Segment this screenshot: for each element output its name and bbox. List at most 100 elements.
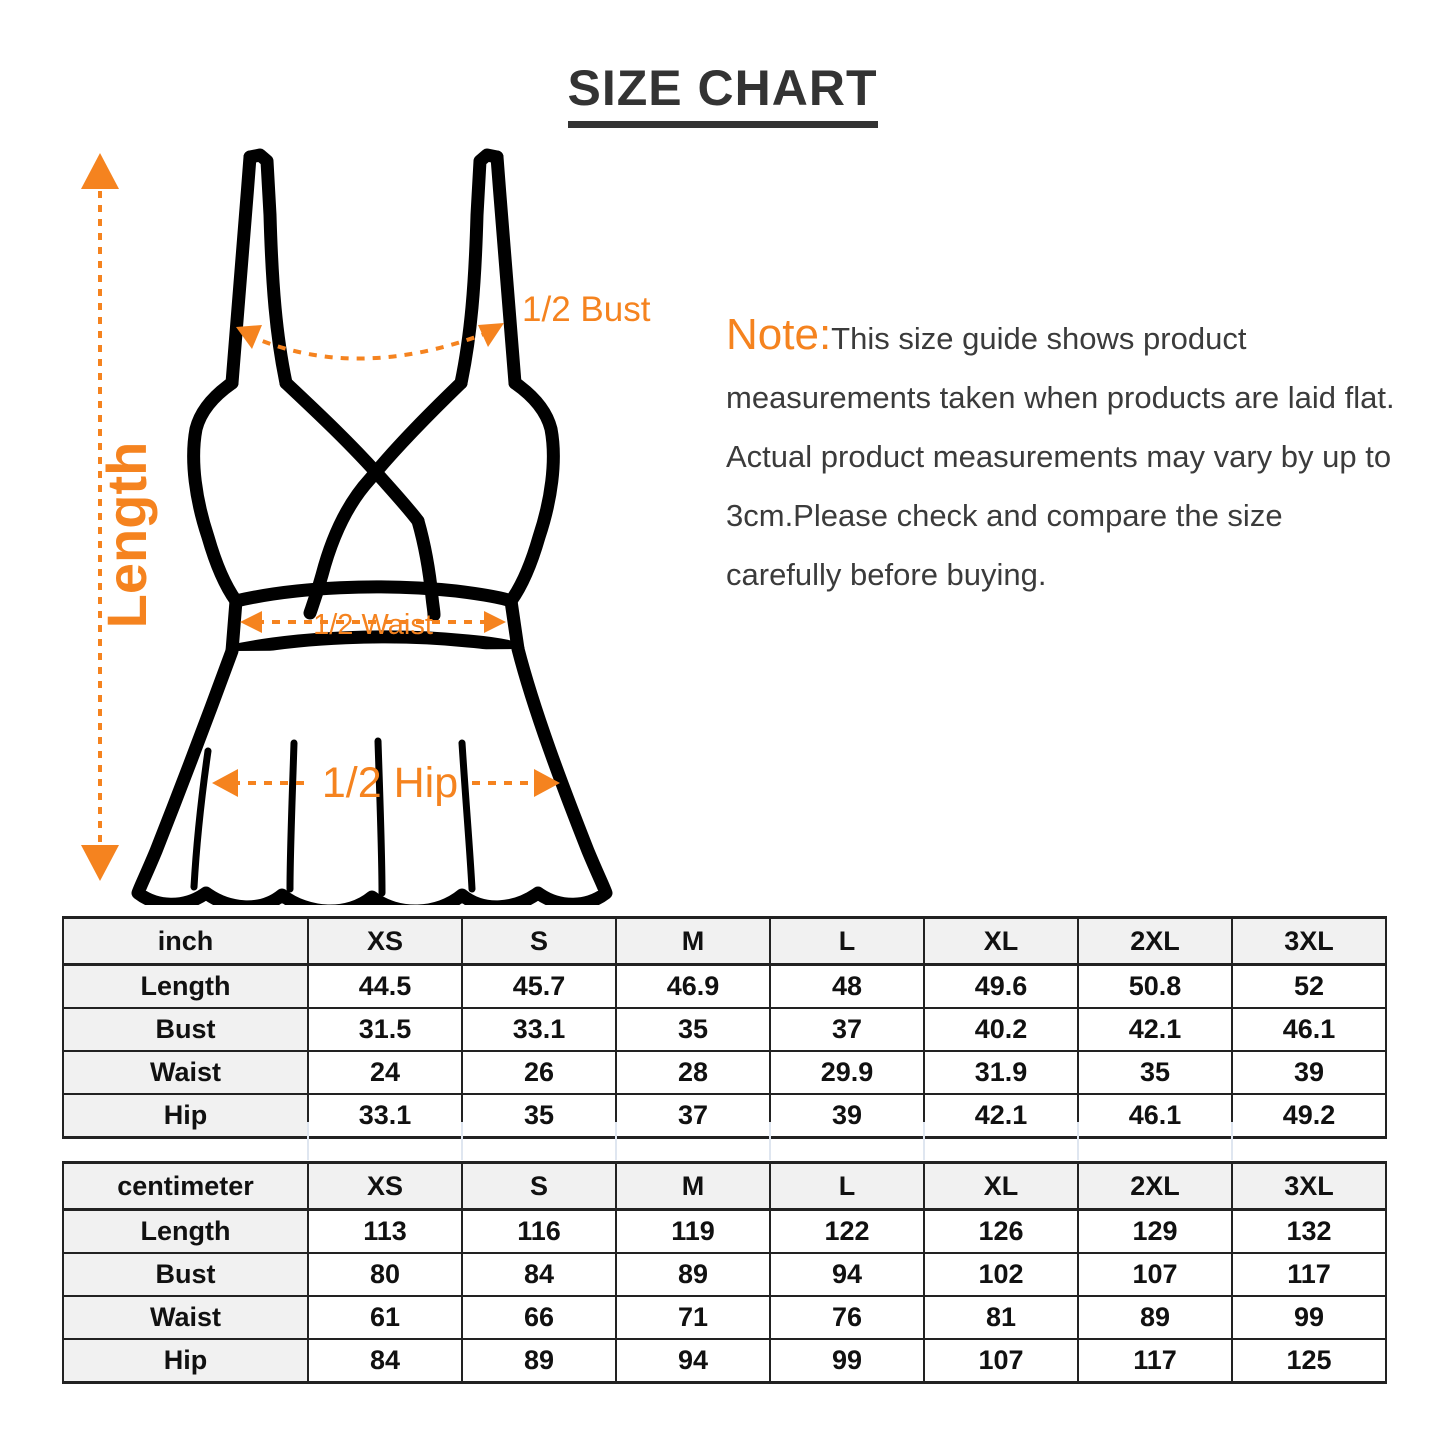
row-label-hip: Hip [62,1093,309,1139]
cell-hip-2xl: 46.1 [1077,1093,1233,1139]
cell-waist-l: 76 [769,1295,925,1340]
table-row: Length 44.5 45.7 46.9 48 49.6 50.8 52 [62,963,1387,1009]
cell-hip-3xl: 49.2 [1231,1093,1387,1139]
size-header-s: S [461,1161,617,1211]
size-header-2xl: 2XL [1077,916,1233,966]
cell-length-2xl: 129 [1077,1208,1233,1254]
cell-waist-xl: 81 [923,1295,1079,1340]
cell-length-s: 116 [461,1208,617,1254]
cell-waist-s: 66 [461,1295,617,1340]
size-table-inch: inch XS S M L XL 2XL 3XL Length 44.5 45.… [62,916,1387,1139]
table-gap-guides [62,1122,1385,1160]
row-label-length: Length [62,963,309,1009]
cell-bust-m: 89 [615,1252,771,1297]
cell-hip-xl: 42.1 [923,1093,1079,1139]
bust-label: 1/2 Bust [522,290,651,329]
size-header-3xl: 3XL [1231,916,1387,966]
note-text: This size guide shows product measuremen… [726,321,1395,592]
cell-bust-2xl: 42.1 [1077,1007,1233,1052]
cell-hip-l: 99 [769,1338,925,1384]
waist-measure-arrow [240,611,506,633]
unit-header-centimeter: centimeter [62,1161,309,1211]
cell-bust-xs: 31.5 [307,1007,463,1052]
cell-length-2xl: 50.8 [1077,963,1233,1009]
cell-bust-3xl: 46.1 [1231,1007,1387,1052]
row-label-length: Length [62,1208,309,1254]
cell-length-3xl: 132 [1231,1208,1387,1254]
row-label-waist: Waist [62,1295,309,1340]
cell-waist-m: 28 [615,1050,771,1095]
cell-hip-l: 39 [769,1093,925,1139]
cell-waist-l: 29.9 [769,1050,925,1095]
size-header-s: S [461,916,617,966]
cell-length-s: 45.7 [461,963,617,1009]
cell-hip-m: 37 [615,1093,771,1139]
page-title: SIZE CHART [567,62,878,128]
cell-bust-s: 84 [461,1252,617,1297]
cell-length-xs: 113 [307,1208,463,1254]
cell-waist-s: 26 [461,1050,617,1095]
cell-length-m: 46.9 [615,963,771,1009]
cell-waist-3xl: 99 [1231,1295,1387,1340]
cell-bust-l: 94 [769,1252,925,1297]
cell-length-3xl: 52 [1231,963,1387,1009]
unit-header-inch: inch [62,916,309,966]
cell-bust-s: 33.1 [461,1007,617,1052]
cell-waist-3xl: 39 [1231,1050,1387,1095]
dress-outline-shape [131,148,613,905]
cell-length-l: 122 [769,1208,925,1254]
cell-length-xl: 49.6 [923,963,1079,1009]
cell-length-xs: 44.5 [307,963,463,1009]
size-header-l: L [769,916,925,966]
cell-waist-2xl: 35 [1077,1050,1233,1095]
note-label: Note: [726,310,832,359]
length-label: Length [95,442,158,629]
cell-waist-xl: 31.9 [923,1050,1079,1095]
table-row: Waist 61 66 71 76 81 89 99 [62,1295,1387,1340]
length-measure-arrow [81,153,119,881]
size-table-centimeter: centimeter XS S M L XL 2XL 3XL Length 11… [62,1161,1387,1384]
table-row: Waist 24 26 28 29.9 31.9 35 39 [62,1050,1387,1095]
cell-hip-m: 94 [615,1338,771,1384]
table-row: Length 113 116 119 122 126 129 132 [62,1208,1387,1254]
cell-hip-3xl: 125 [1231,1338,1387,1384]
cell-bust-xl: 40.2 [923,1007,1079,1052]
cell-bust-xs: 80 [307,1252,463,1297]
table-header-row: centimeter XS S M L XL 2XL 3XL [62,1161,1387,1211]
row-label-waist: Waist [62,1050,309,1095]
note-block: Note:This size guide shows product measu… [726,312,1398,607]
cell-hip-xs: 84 [307,1338,463,1384]
cell-length-xl: 126 [923,1208,1079,1254]
dress-diagram: Length 1/2 Bust 1/2 Waist 1/2 Hip [60,145,720,905]
hip-measure-arrow [212,769,560,797]
table-row: Bust 80 84 89 94 102 107 117 [62,1252,1387,1297]
hip-label: 1/2 Hip [322,759,458,807]
size-header-xl: XL [923,1161,1079,1211]
size-header-xs: XS [307,916,463,966]
table-header-row: inch XS S M L XL 2XL 3XL [62,916,1387,966]
cell-hip-xs: 33.1 [307,1093,463,1139]
cell-hip-2xl: 117 [1077,1338,1233,1384]
cell-hip-s: 89 [461,1338,617,1384]
size-header-xs: XS [307,1161,463,1211]
cell-waist-m: 71 [615,1295,771,1340]
row-label-hip: Hip [62,1338,309,1384]
size-header-m: M [615,916,771,966]
waist-label: 1/2 Waist [313,609,433,641]
cell-bust-m: 35 [615,1007,771,1052]
cell-hip-xl: 107 [923,1338,1079,1384]
row-label-bust: Bust [62,1252,309,1297]
size-header-2xl: 2XL [1077,1161,1233,1211]
title-container: SIZE CHART [0,62,1445,128]
size-header-l: L [769,1161,925,1211]
cell-bust-l: 37 [769,1007,925,1052]
cell-bust-xl: 102 [923,1252,1079,1297]
size-header-m: M [615,1161,771,1211]
cell-bust-3xl: 117 [1231,1252,1387,1297]
table-row: Hip 84 89 94 99 107 117 125 [62,1338,1387,1384]
cell-waist-2xl: 89 [1077,1295,1233,1340]
cell-waist-xs: 61 [307,1295,463,1340]
table-row: Hip 33.1 35 37 39 42.1 46.1 49.2 [62,1093,1387,1139]
cell-length-m: 119 [615,1208,771,1254]
bust-measure-arrow [236,323,504,361]
